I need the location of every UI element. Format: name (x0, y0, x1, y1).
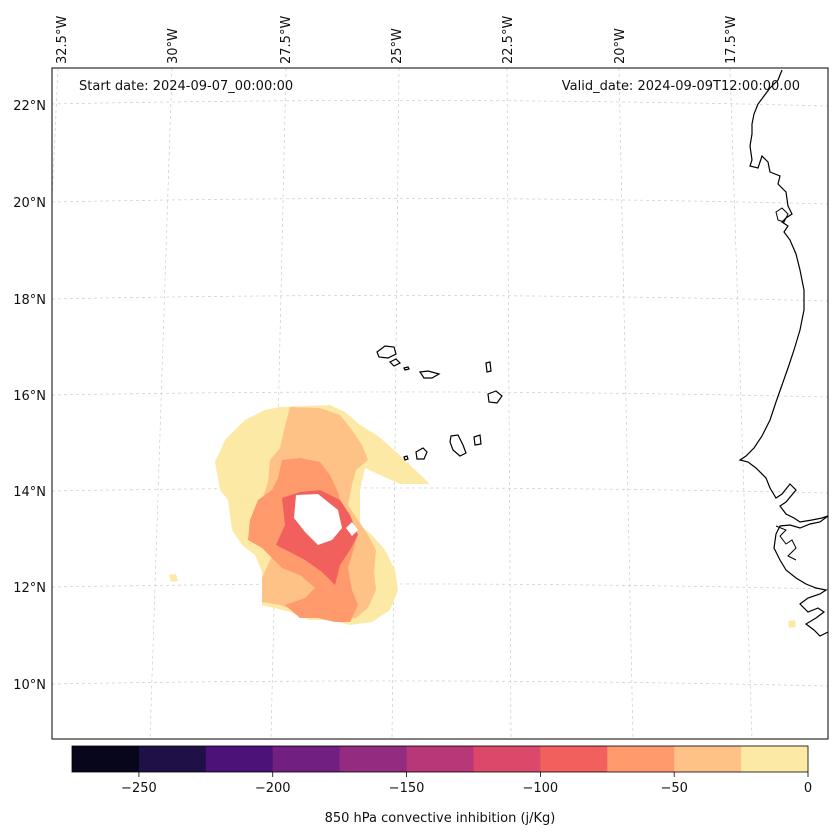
lat-gridlines (52, 100, 828, 687)
africa-coastline (738, 69, 828, 637)
colorbar-segment (138, 746, 207, 772)
colorbar-segment (339, 746, 408, 772)
contour-patch-east (788, 620, 796, 628)
lon-label: 22.5°W (501, 16, 516, 64)
lon-label: 17.5°W (724, 16, 739, 64)
colorbar-segment (473, 746, 541, 772)
colorbar-segment (205, 746, 274, 772)
contour-hole-small (346, 522, 358, 536)
colorbar-label: 850 hPa convective inhibition (j/Kg) (325, 811, 556, 826)
lat-label: 22°N (13, 99, 46, 114)
lat-label: 12°N (13, 581, 46, 596)
island-fogo (415, 447, 428, 460)
lat-label: 10°N (13, 678, 46, 693)
map-frame (51, 67, 829, 740)
colorbar-segment (674, 746, 742, 772)
island-brava (403, 455, 409, 461)
lon-label: 32.5°W (55, 16, 70, 64)
island-sao-nicolau (418, 370, 441, 379)
lat-axis-labels: 22°N 20°N 18°N 16°N 14°N 12°N 10°N (13, 99, 46, 693)
colorbar-ticks: −250 −200 −150 −100 −50 0 (121, 772, 812, 796)
contour-patch-west (169, 574, 178, 582)
coast-detail-1 (775, 525, 797, 561)
colorbar-tick-label: −100 (523, 781, 559, 796)
cape-verde-islands (376, 345, 503, 461)
colorbar-segment (540, 746, 608, 772)
lat-label: 14°N (13, 485, 46, 500)
island-maio (473, 434, 482, 446)
valid-date: Valid_date: 2024-09-09T12:00:00.00 (562, 79, 800, 94)
colorbar-tick-label: −200 (255, 781, 291, 796)
cin-contours (169, 405, 796, 628)
island-sao-vicente (388, 358, 402, 367)
lon-label: 20°W (613, 28, 628, 64)
lon-label: 30°W (166, 28, 181, 64)
island-santo-antao (376, 345, 397, 359)
colorbar-tick-label: −250 (121, 781, 157, 796)
colorbar-tick-label: 0 (804, 781, 812, 796)
contour-hole (294, 494, 342, 545)
lat-label: 18°N (13, 293, 46, 308)
lat-label: 16°N (13, 389, 46, 404)
island-santa-luzia (403, 366, 410, 371)
colorbar-segment (406, 746, 474, 772)
lat-label: 20°N (13, 196, 46, 211)
coast-detail-2 (775, 207, 789, 223)
lon-gridlines (52, 68, 753, 739)
island-sal (485, 361, 492, 373)
colorbar (72, 746, 809, 772)
lon-axis-labels: 32.5°W 30°W 27.5°W 25°W 22.5°W 20°W 17.5… (55, 16, 739, 64)
colorbar-tick-label: −50 (660, 781, 687, 796)
start-date: Start date: 2024-09-07_00:00:00 (79, 79, 293, 94)
colorbar-frame (71, 745, 809, 773)
colorbar-tick-label: −150 (389, 781, 425, 796)
map-area (52, 68, 828, 739)
colorbar-segment (741, 746, 809, 772)
colorbar-segment (72, 746, 140, 772)
colorbar-segment (607, 746, 675, 772)
island-santiago (449, 434, 467, 457)
island-boa-vista (487, 390, 503, 404)
colorbar-segment (272, 746, 341, 772)
lon-label: 27.5°W (279, 16, 294, 64)
lon-label: 25°W (390, 28, 405, 64)
